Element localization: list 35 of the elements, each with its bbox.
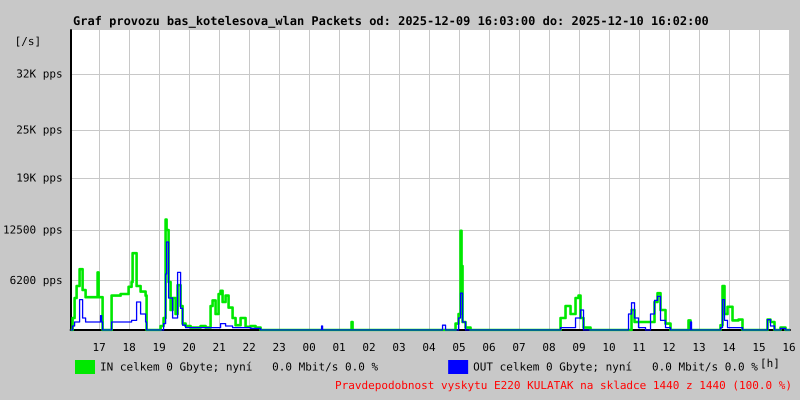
text: Pravdepodobnost vyskytu E220 KULATAK na skladce 1440 z 1440 (100.0 %) — [335, 379, 792, 392]
x-tick-label: 19 — [152, 341, 166, 354]
y-tick-label: 6200 pps — [10, 274, 63, 287]
x-tick-label: 09 — [572, 341, 586, 354]
x-tick-label: 14 — [722, 341, 736, 354]
y-tick-label: 25K pps — [16, 124, 63, 136]
x-tick-label: 08 — [542, 341, 556, 354]
x-tick-label: 18 — [122, 341, 136, 354]
x-tick-label: 05 — [452, 341, 466, 354]
x-tick-label: 22 — [242, 341, 256, 354]
x-axis-title: [h] — [760, 357, 780, 370]
x-tick-label: 04 — [422, 341, 436, 354]
x-tick-label: 00 — [302, 341, 316, 354]
legend-label: OUT celkem 0 Gbyte; nyní 0.0 Mbit/s 0.0 % — [473, 360, 758, 374]
x-tick-label: 23 — [272, 341, 286, 354]
x-tick-label: 20 — [182, 341, 196, 354]
y-tick-label: 12500 pps — [2, 224, 63, 236]
x-tick-label: 21 — [212, 341, 226, 354]
x-tick-label: 17 — [92, 341, 106, 354]
x-tick-label: 01 — [332, 341, 346, 354]
y-axis-title: [/s] — [14, 35, 42, 48]
y-tick-label: 32K pps — [16, 68, 63, 80]
x-tick-label: 03 — [392, 341, 406, 354]
x-tick-label: 06 — [482, 341, 496, 354]
x-tick-label: 07 — [512, 341, 526, 354]
x-tick-label: 11 — [632, 341, 646, 354]
x-tick-label: 10 — [602, 341, 616, 354]
x-tick-label: 12 — [662, 341, 676, 354]
y-tick-label: 19K pps — [16, 172, 63, 184]
chart-title: Graf provozu bas_kotelesova_wlan Packets od: 2025-12-09 16:03:00 do: 2025-12-10 16:02:00 — [73, 14, 709, 28]
x-tick-label: 16 — [782, 341, 796, 354]
x-tick-label: 13 — [692, 341, 706, 354]
x-tick-label: 15 — [752, 341, 766, 354]
x-tick-label: 02 — [362, 341, 376, 354]
legend-label: IN celkem 0 Gbyte; nyní 0.0 Mbit/s 0.0 % — [100, 360, 379, 374]
